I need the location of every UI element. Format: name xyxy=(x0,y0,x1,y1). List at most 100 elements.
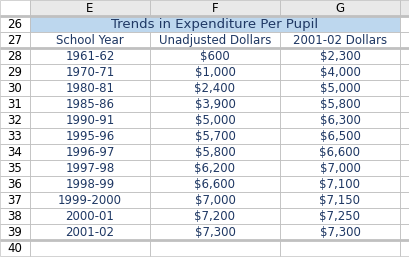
Bar xyxy=(0,144,30,160)
Text: $7,250: $7,250 xyxy=(319,210,360,223)
Text: 1990-91: 1990-91 xyxy=(65,114,115,127)
Bar xyxy=(399,96,409,112)
Bar xyxy=(399,80,409,96)
Bar xyxy=(150,32,279,48)
Bar xyxy=(30,192,150,208)
Bar xyxy=(30,96,150,112)
Text: $6,300: $6,300 xyxy=(319,114,360,127)
Text: $7,100: $7,100 xyxy=(319,178,360,191)
Text: $5,000: $5,000 xyxy=(194,114,235,127)
Text: 2001-02: 2001-02 xyxy=(65,225,114,239)
Bar xyxy=(399,0,409,16)
Text: 38: 38 xyxy=(8,210,22,223)
Text: $7,000: $7,000 xyxy=(194,193,235,207)
Text: 2000-01: 2000-01 xyxy=(65,210,114,223)
Text: $7,300: $7,300 xyxy=(194,225,235,239)
Text: $5,700: $5,700 xyxy=(194,130,235,143)
Bar xyxy=(0,32,30,48)
Bar xyxy=(30,48,150,64)
Bar xyxy=(150,160,279,176)
Text: 33: 33 xyxy=(8,130,22,143)
Text: $600: $600 xyxy=(200,50,229,63)
Text: Trends in Expenditure Per Pupil: Trends in Expenditure Per Pupil xyxy=(111,18,318,31)
Bar xyxy=(279,80,399,96)
Bar xyxy=(399,112,409,128)
Bar xyxy=(399,208,409,224)
Text: $4,000: $4,000 xyxy=(319,66,360,79)
Text: 1997-98: 1997-98 xyxy=(65,162,115,175)
Text: 1970-71: 1970-71 xyxy=(65,66,115,79)
Bar xyxy=(279,0,399,16)
Bar xyxy=(30,160,150,176)
Text: 26: 26 xyxy=(7,18,22,31)
Bar xyxy=(150,80,279,96)
Bar xyxy=(0,192,30,208)
Text: $6,600: $6,600 xyxy=(319,146,360,159)
Text: 27: 27 xyxy=(7,34,22,47)
Text: 31: 31 xyxy=(7,98,22,111)
Text: 1996-97: 1996-97 xyxy=(65,146,115,159)
Text: Unadjusted Dollars: Unadjusted Dollars xyxy=(158,34,270,47)
Bar xyxy=(30,32,150,48)
Text: 35: 35 xyxy=(8,162,22,175)
Bar xyxy=(0,80,30,96)
Text: 2001-02 Dollars: 2001-02 Dollars xyxy=(292,34,386,47)
Bar xyxy=(150,224,279,240)
Bar xyxy=(30,144,150,160)
Bar xyxy=(150,208,279,224)
Bar xyxy=(150,128,279,144)
Bar xyxy=(279,64,399,80)
Text: $6,500: $6,500 xyxy=(319,130,360,143)
Bar xyxy=(279,224,399,240)
Bar xyxy=(150,0,279,16)
Bar xyxy=(399,160,409,176)
Bar xyxy=(279,96,399,112)
Text: 40: 40 xyxy=(7,242,22,255)
Bar xyxy=(279,48,399,64)
Bar xyxy=(150,176,279,192)
Bar xyxy=(30,240,150,256)
Bar xyxy=(0,48,30,64)
Bar xyxy=(30,80,150,96)
Text: $2,400: $2,400 xyxy=(194,82,235,95)
Text: 29: 29 xyxy=(7,66,22,79)
Bar xyxy=(30,64,150,80)
Bar xyxy=(0,96,30,112)
Bar xyxy=(30,112,150,128)
Bar xyxy=(30,0,150,16)
Bar xyxy=(399,240,409,256)
Bar xyxy=(279,176,399,192)
Bar xyxy=(0,208,30,224)
Text: $6,600: $6,600 xyxy=(194,178,235,191)
Text: $5,800: $5,800 xyxy=(194,146,235,159)
Bar xyxy=(279,240,399,256)
Text: $5,800: $5,800 xyxy=(319,98,360,111)
Bar xyxy=(399,176,409,192)
Text: $5,000: $5,000 xyxy=(319,82,360,95)
Bar xyxy=(399,16,409,32)
Bar xyxy=(399,128,409,144)
Bar xyxy=(279,32,399,48)
Text: $7,000: $7,000 xyxy=(319,162,360,175)
Bar xyxy=(279,192,399,208)
Bar xyxy=(0,16,30,32)
Bar xyxy=(30,176,150,192)
Text: 28: 28 xyxy=(7,50,22,63)
Text: $1,000: $1,000 xyxy=(194,66,235,79)
Text: E: E xyxy=(86,2,94,15)
Text: $7,150: $7,150 xyxy=(319,193,360,207)
Text: 30: 30 xyxy=(8,82,22,95)
Bar xyxy=(150,144,279,160)
Text: G: G xyxy=(335,2,344,15)
Bar xyxy=(399,48,409,64)
Bar xyxy=(0,0,30,16)
Text: 1985-86: 1985-86 xyxy=(65,98,114,111)
Text: F: F xyxy=(211,2,218,15)
Bar xyxy=(0,160,30,176)
Bar xyxy=(30,224,150,240)
Text: 32: 32 xyxy=(7,114,22,127)
Text: $7,200: $7,200 xyxy=(194,210,235,223)
Text: 1998-99: 1998-99 xyxy=(65,178,115,191)
Bar xyxy=(399,64,409,80)
Text: 36: 36 xyxy=(7,178,22,191)
